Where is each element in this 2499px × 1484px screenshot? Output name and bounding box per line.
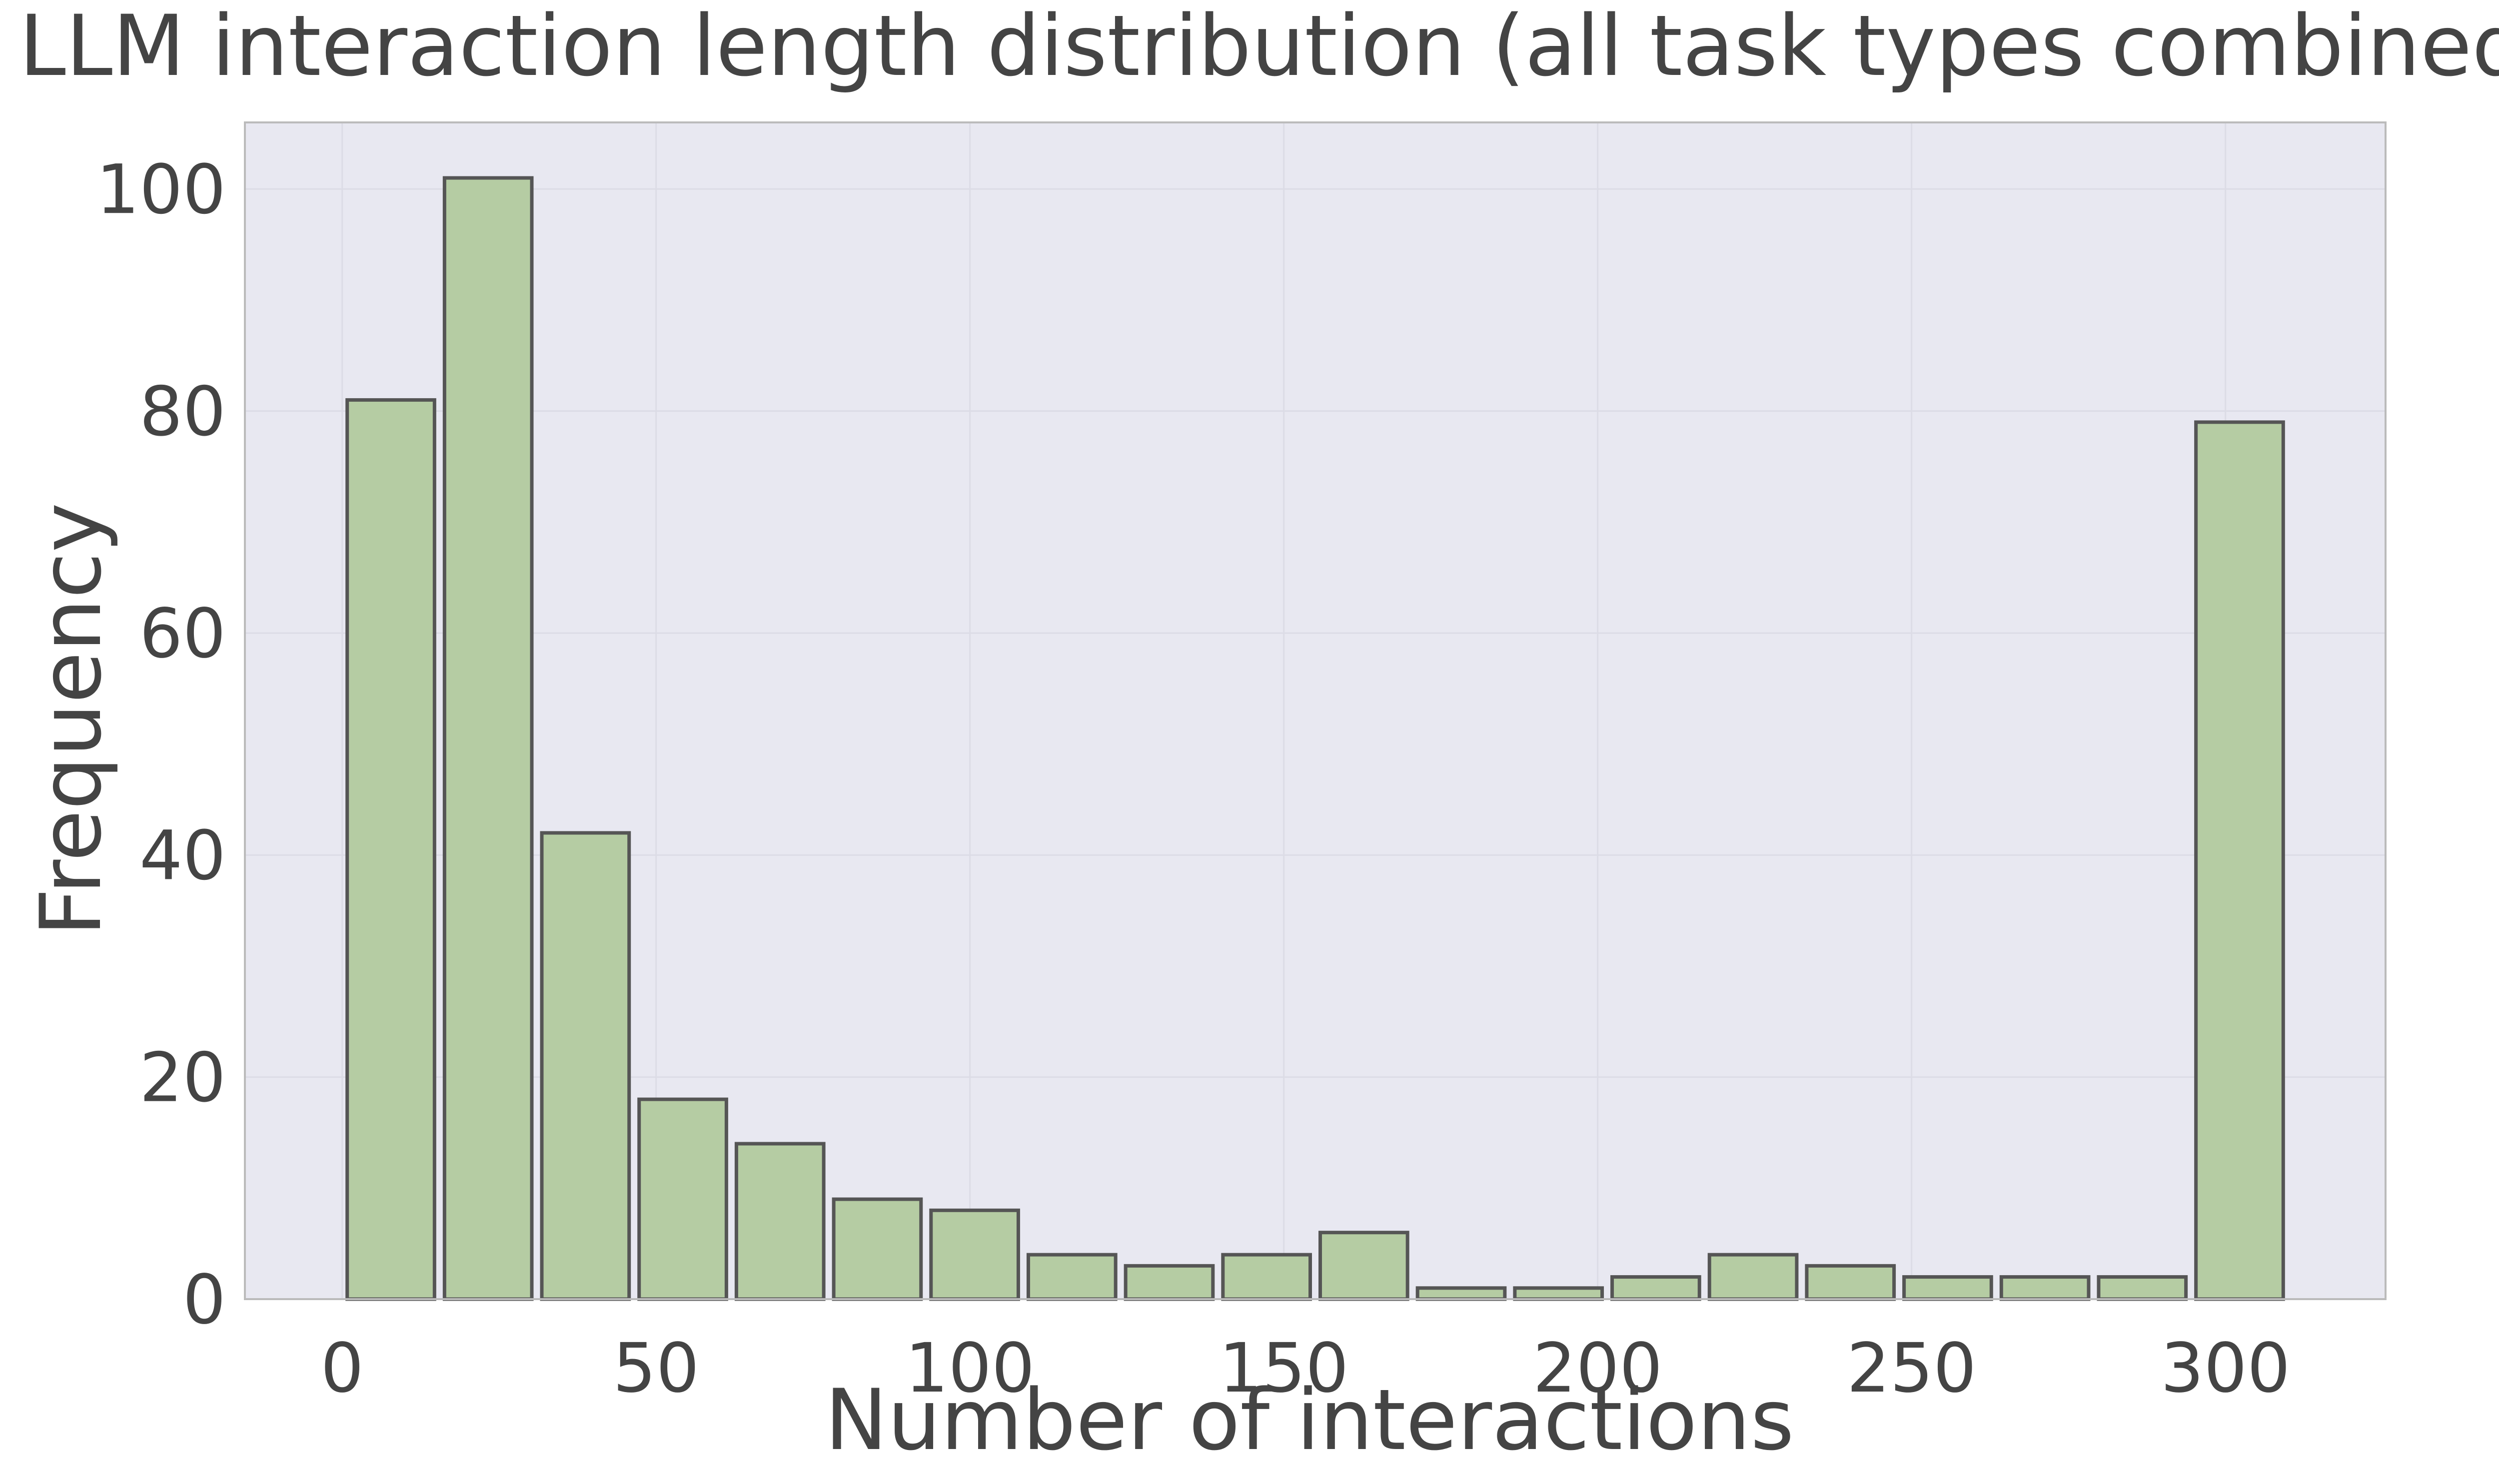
y-tick-label: 80 bbox=[139, 373, 226, 452]
histogram-bar bbox=[442, 176, 534, 1301]
histogram-bar bbox=[2194, 420, 2285, 1301]
histogram-bar bbox=[540, 831, 631, 1301]
x-tick-label: 150 bbox=[1219, 1329, 1349, 1408]
chart-title: LLM interaction length distribution (all… bbox=[19, 0, 2499, 95]
histogram-bar bbox=[832, 1197, 923, 1301]
x-tick-label: 50 bbox=[613, 1329, 699, 1408]
histogram-bar bbox=[1026, 1253, 1118, 1301]
plot-frame bbox=[244, 121, 2387, 1300]
histogram-bar bbox=[734, 1142, 826, 1301]
histogram-bar bbox=[1318, 1231, 1409, 1301]
y-tick-label: 40 bbox=[139, 816, 226, 895]
tick-labels: 0 50 100 150 200 250 300 0 20 40 60 80 100 bbox=[96, 150, 2290, 1408]
histogram-bar bbox=[1805, 1264, 1896, 1301]
y-tick-label: 100 bbox=[96, 150, 226, 229]
histogram-bar bbox=[2097, 1275, 2188, 1301]
histogram-bar bbox=[1513, 1286, 1604, 1301]
histogram-bar bbox=[637, 1097, 728, 1301]
x-axis-label: Number of interactions bbox=[825, 1371, 1794, 1469]
y-tick-label: 0 bbox=[182, 1261, 226, 1340]
histogram-bar bbox=[1707, 1253, 1799, 1301]
histogram-bar bbox=[1610, 1275, 1701, 1301]
histogram-bar bbox=[1124, 1264, 1215, 1301]
y-axis-label: Frequency bbox=[22, 503, 120, 936]
histogram-bar bbox=[1902, 1275, 1993, 1301]
x-tick-label: 200 bbox=[1533, 1329, 1663, 1408]
bars bbox=[345, 176, 2285, 1301]
x-tick-label: 0 bbox=[320, 1329, 364, 1408]
x-tick-label: 300 bbox=[2161, 1329, 2291, 1408]
y-tick-label: 20 bbox=[139, 1039, 226, 1118]
histogram-bar bbox=[1415, 1286, 1507, 1301]
y-tick-label: 60 bbox=[139, 595, 226, 674]
histogram-bar bbox=[1221, 1253, 1312, 1301]
x-tick-label: 250 bbox=[1847, 1329, 1977, 1408]
histogram-bar bbox=[1999, 1275, 2091, 1301]
x-tick-label: 100 bbox=[905, 1329, 1035, 1408]
histogram-bar bbox=[929, 1208, 1020, 1301]
histogram-bar bbox=[345, 398, 436, 1301]
